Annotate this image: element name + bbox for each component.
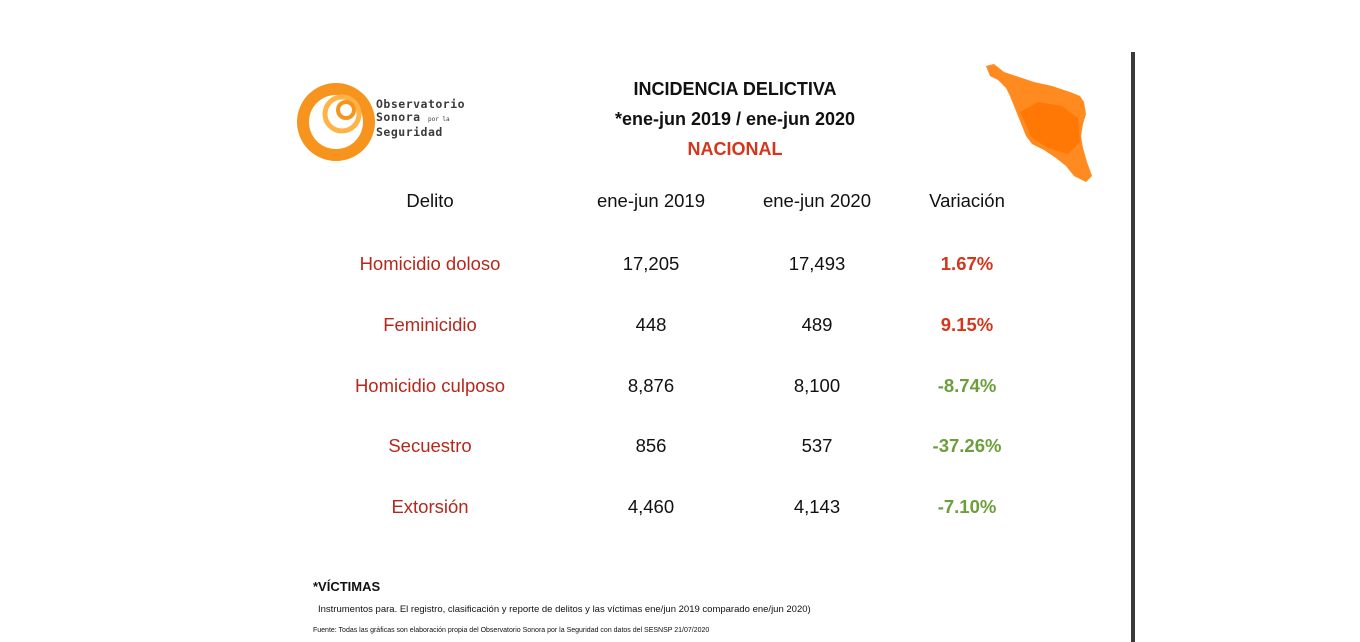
- variation-value: -7.10%: [937, 496, 997, 517]
- table-header: Delito ene-jun 2019 ene-jun 2020 Variaci…: [330, 186, 1050, 216]
- period-subtitle: *ene-jun 2019 / ene-jun 2020: [614, 109, 856, 129]
- value-2019: 448: [635, 314, 667, 335]
- title-block: INCIDENCIA DELICTIVA *ene-jun 2019 / ene…: [555, 74, 915, 164]
- logo-line3: Seguridad: [376, 125, 443, 139]
- logo-line2-small: por la: [427, 116, 450, 123]
- sonora-map-icon: [986, 64, 1092, 182]
- table-row: Homicidio doloso 17,205 17,493 1.67%: [330, 249, 1050, 279]
- crime-name: Secuestro: [388, 435, 472, 456]
- crime-name: Homicidio culposo: [354, 375, 506, 396]
- source-note: Fuente: Todas las gráficas son elaboraci…: [313, 627, 710, 634]
- variation-value: 9.15%: [940, 314, 994, 335]
- value-2019: 8,876: [627, 375, 675, 396]
- value-2020: 489: [801, 314, 833, 335]
- page-edge-divider: [1131, 52, 1135, 642]
- logo-swirl-icon: [297, 83, 375, 161]
- table-row: Extorsión 4,460 4,143 -7.10%: [330, 492, 1050, 522]
- logo-line2: Sonora: [376, 110, 421, 124]
- variation-value: -8.74%: [937, 375, 997, 396]
- header-2019: ene-jun 2019: [596, 190, 705, 211]
- observatorio-logo: Observatorio Sonora por la Seguridad: [292, 70, 470, 170]
- table-row: Homicidio culposo 8,876 8,100 -8.74%: [330, 371, 1050, 401]
- header-variacion: Variación: [929, 190, 1005, 211]
- value-2020: 8,100: [793, 375, 841, 396]
- crime-name: Extorsión: [391, 496, 469, 517]
- value-2019: 17,205: [622, 253, 680, 274]
- header-2020: ene-jun 2020: [762, 190, 871, 211]
- instruments-note: Instrumentos para. El registro, clasific…: [318, 604, 811, 615]
- value-2020: 537: [801, 435, 833, 456]
- scope-label: NACIONAL: [687, 139, 783, 159]
- crime-name: Homicidio doloso: [359, 253, 501, 274]
- value-2019: 4,460: [627, 496, 675, 517]
- variation-value: 1.67%: [940, 253, 994, 274]
- footnotes: *VÍCTIMAS Instrumentos para. El registro…: [313, 578, 1113, 636]
- value-2020: 4,143: [793, 496, 841, 517]
- value-2020: 17,493: [788, 253, 846, 274]
- victims-heading: *VÍCTIMAS: [313, 579, 381, 594]
- value-2019: 856: [635, 435, 667, 456]
- header-delito: Delito: [406, 190, 454, 211]
- crime-name: Feminicidio: [383, 314, 477, 335]
- variation-value: -37.26%: [932, 435, 1002, 456]
- table-row: Feminicidio 448 489 9.15%: [330, 310, 1050, 340]
- logo-line1: Observatorio: [376, 97, 466, 111]
- table-row: Secuestro 856 537 -37.26%: [330, 431, 1050, 461]
- page-title: INCIDENCIA DELICTIVA: [633, 79, 837, 99]
- logo-wordmark: Observatorio Sonora por la Seguridad: [376, 98, 465, 139]
